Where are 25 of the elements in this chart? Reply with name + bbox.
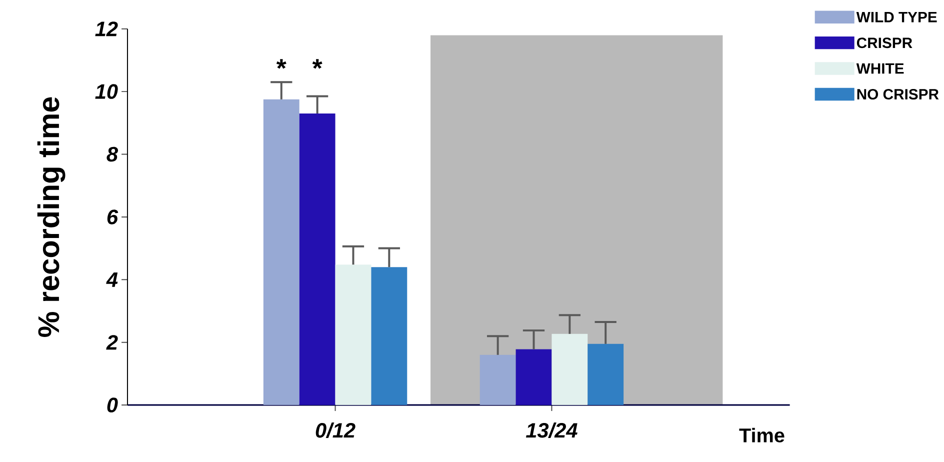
y-tick-label: 4 [106,272,118,287]
x-axis-title: Time [739,428,784,442]
bar [588,344,624,405]
y-axis-title: % recording time [37,97,66,337]
bar [552,334,588,405]
bar [263,99,300,405]
x-tick-label: 0/12 [316,422,356,438]
legend-label: NO CRISPR [857,88,939,100]
y-tick-label: 10 [95,84,118,99]
x-tick-label: 13/24 [526,422,578,438]
legend-label: WHITE [856,63,904,74]
bar [516,349,552,405]
legend-label: CRISPR [856,38,912,48]
legend-label: WILD TYPE [856,12,937,22]
y-tick-label: 2 [106,335,118,350]
annotation: * [312,59,322,69]
bar [299,113,336,405]
y-tick-label: 8 [106,146,118,162]
bar [371,267,408,405]
bar [335,264,372,405]
y-tick-label: 12 [95,22,118,36]
y-tick-label: 0 [107,398,118,412]
y-tick-label: 6 [107,210,118,224]
bar [480,354,516,405]
annotation: * [276,59,286,69]
